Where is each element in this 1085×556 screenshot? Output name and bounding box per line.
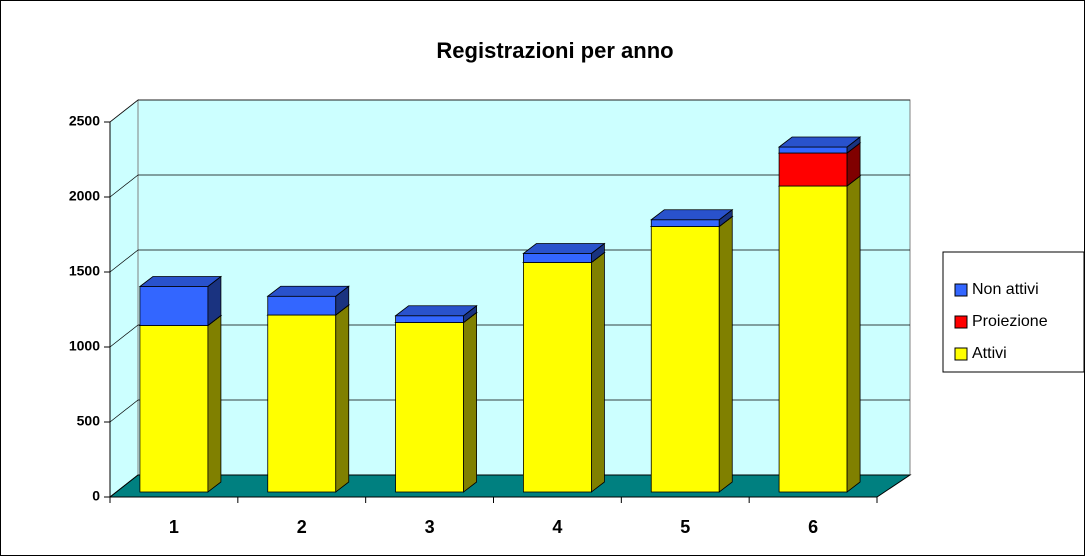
grid-line [109, 174, 139, 198]
chart-title: Registrazioni per anno [436, 38, 673, 63]
bar-segment [650, 226, 720, 493]
bar-side [207, 314, 222, 493]
bar-segment [523, 262, 592, 493]
grid-line [109, 474, 139, 498]
bar-top [138, 276, 223, 287]
bar-segment [139, 325, 209, 493]
x-tick-label: 4 [552, 517, 562, 537]
bar-side [846, 175, 861, 493]
bar-side [335, 304, 350, 493]
grid-line [109, 399, 139, 423]
bar-segment [395, 322, 464, 493]
bar-segment [395, 315, 464, 323]
y-tick-label: 1500 [69, 263, 100, 279]
y-tick-label: 500 [77, 413, 101, 429]
bar-top [394, 305, 478, 317]
legend [942, 251, 1085, 373]
legend-swatch [954, 347, 968, 361]
x-tick-label: 5 [680, 517, 690, 537]
grid-line [109, 324, 139, 348]
grid-line [109, 249, 139, 273]
x-tick-label: 2 [297, 517, 307, 537]
grid-line [109, 99, 139, 123]
bar-top [522, 243, 606, 254]
y-tick-label: 2000 [69, 188, 100, 204]
legend-label: Proiezione [972, 313, 1048, 330]
x-tick-label: 3 [425, 517, 435, 537]
bar-segment [778, 152, 848, 187]
bar-segment [267, 295, 337, 316]
y-tick-label: 2500 [69, 113, 100, 129]
bar-segment [267, 314, 337, 493]
bar-side [591, 251, 605, 493]
legend-swatch [954, 315, 968, 329]
bar-side [718, 215, 733, 493]
bar-top [650, 209, 734, 221]
bar-segment [650, 219, 720, 227]
bar-segment [139, 286, 209, 326]
bar-top [777, 136, 862, 148]
side-wall [109, 98, 139, 499]
y-tick-label: 1000 [69, 338, 100, 354]
legend-label: Non attivi [972, 281, 1039, 298]
legend-label: Attivi [972, 345, 1007, 362]
y-tick-label: 0 [92, 488, 100, 504]
bar-segment [778, 146, 848, 154]
bar-segment [523, 253, 592, 263]
x-tick-label: 6 [808, 517, 818, 537]
bar-side [463, 311, 477, 493]
bar-segment [778, 185, 848, 493]
legend-swatch [954, 283, 968, 297]
bar-top [266, 285, 350, 297]
x-tick-label: 1 [169, 517, 179, 537]
